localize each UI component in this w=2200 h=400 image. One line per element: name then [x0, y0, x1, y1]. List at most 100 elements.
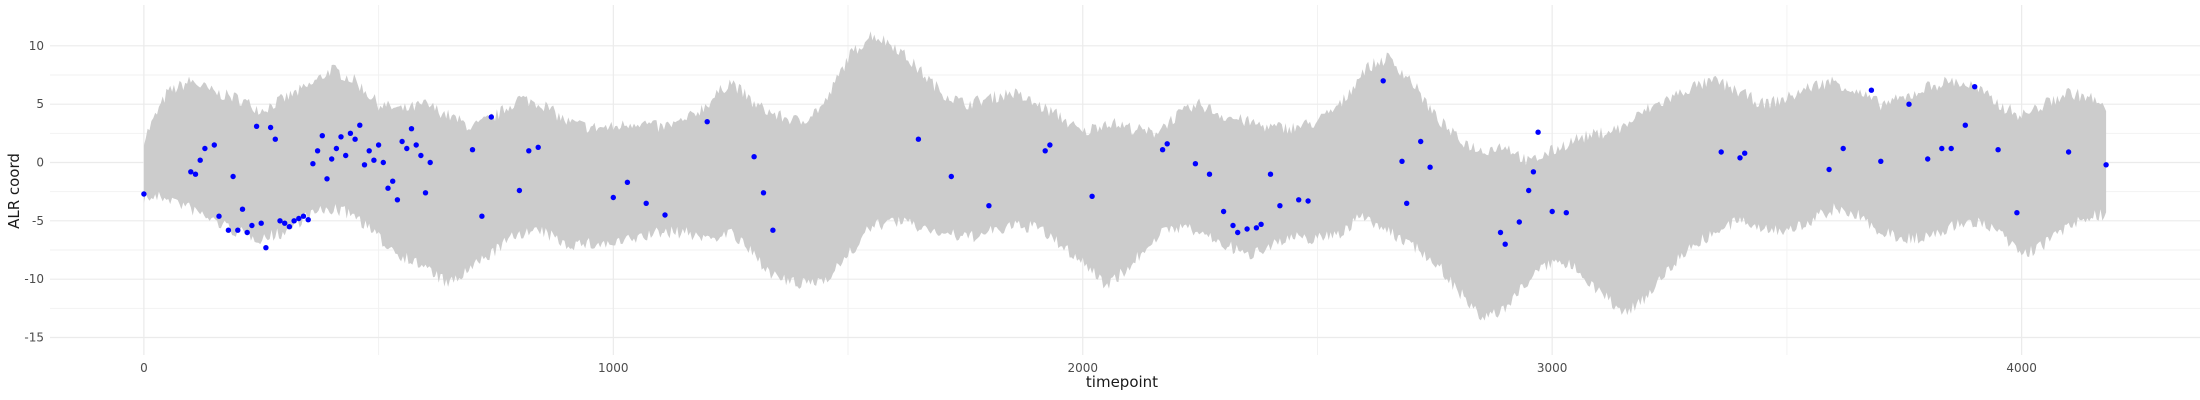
data-point: [986, 203, 992, 209]
data-point: [343, 152, 349, 159]
data-point: [1737, 155, 1743, 161]
data-point: [211, 142, 217, 148]
x-tick-label: 1000: [598, 361, 629, 375]
data-point: [1526, 187, 1532, 194]
x-axis-title: timepoint: [1086, 373, 1158, 391]
data-point: [948, 173, 954, 180]
data-point: [479, 213, 485, 219]
data-point: [488, 114, 494, 120]
data-point: [1502, 241, 1508, 247]
data-point: [319, 133, 325, 139]
data-point: [253, 123, 260, 129]
data-point: [347, 130, 354, 136]
y-tick-label: -15: [24, 331, 44, 345]
data-point: [1497, 229, 1504, 236]
data-point: [296, 215, 302, 222]
data-point: [1404, 200, 1410, 206]
uncertainty-band: [143, 31, 2107, 321]
x-tick-label: 0: [140, 361, 148, 375]
data-point: [1826, 166, 1832, 173]
data-point: [1192, 161, 1199, 167]
data-point: [1868, 87, 1875, 93]
data-point: [202, 145, 208, 152]
x-tick-label: 2000: [1067, 361, 1098, 375]
data-point: [624, 179, 631, 185]
data-point: [338, 134, 344, 140]
x-tick-labels: 0 1000 2000 3000 4000: [140, 361, 2037, 375]
data-point: [267, 124, 274, 131]
data-point: [371, 157, 377, 163]
data-point: [770, 227, 776, 233]
data-point: [760, 190, 767, 196]
data-point: [1253, 225, 1260, 231]
data-point: [300, 213, 307, 219]
data-point: [333, 145, 340, 152]
data-point: [329, 156, 335, 162]
y-tick-label: 0: [36, 156, 44, 170]
data-point: [1159, 147, 1166, 153]
x-tick-label: 3000: [1537, 361, 1568, 375]
data-point: [516, 187, 523, 194]
data-point: [1277, 203, 1283, 209]
data-point: [314, 148, 321, 154]
data-point: [1399, 158, 1405, 164]
data-point: [1925, 156, 1931, 162]
data-point: [1995, 147, 2001, 153]
data-point: [1206, 171, 1213, 177]
data-point: [366, 148, 372, 154]
data-point: [197, 157, 203, 163]
data-point: [399, 138, 405, 145]
data-point: [394, 197, 401, 203]
y-tick-label: 5: [36, 97, 44, 111]
data-point: [1235, 229, 1241, 236]
data-point: [1427, 164, 1433, 170]
data-point: [704, 119, 710, 125]
data-point: [1380, 78, 1386, 84]
data-point: [2065, 149, 2072, 155]
data-point: [1296, 197, 1302, 203]
data-point: [324, 176, 330, 182]
data-point: [282, 220, 288, 226]
y-tick-label: 10: [29, 39, 44, 53]
data-point: [1563, 210, 1570, 216]
data-point: [1258, 221, 1264, 227]
data-point: [272, 136, 278, 142]
data-point: [427, 159, 433, 166]
x-tick-label: 4000: [2006, 361, 2037, 375]
data-point: [357, 122, 363, 128]
data-point: [418, 152, 424, 159]
data-point: [1840, 145, 1846, 152]
data-point: [1549, 208, 1555, 215]
data-point: [1230, 222, 1236, 229]
data-point: [1042, 148, 1048, 154]
data-point: [526, 148, 532, 154]
y-tick-labels: -15 -10 -5 0 5 10: [24, 39, 44, 345]
data-point: [225, 227, 232, 233]
data-point: [216, 213, 222, 219]
data-point: [1418, 138, 1424, 145]
data-point: [1742, 150, 1748, 156]
data-point: [375, 142, 382, 148]
data-point: [413, 142, 419, 148]
data-point: [239, 206, 246, 212]
data-point: [291, 218, 297, 224]
data-point: [2103, 162, 2109, 168]
data-point: [258, 220, 264, 226]
data-point: [2014, 210, 2020, 216]
data-point: [643, 200, 649, 206]
data-point: [1267, 171, 1274, 177]
data-point: [1718, 149, 1724, 155]
data-point: [1948, 145, 1954, 152]
data-point: [277, 218, 283, 224]
data-point: [230, 173, 236, 180]
data-point: [192, 171, 199, 177]
data-point: [1878, 158, 1884, 164]
data-point: [1906, 101, 1912, 107]
data-point: [1530, 169, 1537, 175]
y-tick-label: -10: [24, 272, 44, 286]
data-point: [305, 217, 311, 223]
data-point: [263, 245, 269, 251]
data-point: [1972, 84, 1978, 90]
data-point: [408, 126, 415, 132]
data-point: [1535, 129, 1541, 135]
